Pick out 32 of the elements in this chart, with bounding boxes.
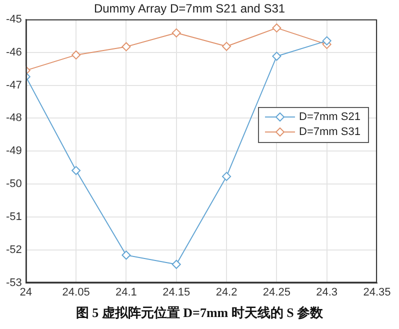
point bbox=[122, 42, 131, 52]
point bbox=[122, 250, 131, 260]
chart-title: Dummy Array D=7mm S21 and S31 bbox=[94, 2, 286, 16]
point bbox=[272, 52, 282, 61]
y-tick-label: -47 bbox=[6, 79, 22, 92]
x-tick-label: 24.25 bbox=[262, 286, 290, 298]
x-tick-label: 24 bbox=[20, 286, 32, 298]
y-tick-label: -48 bbox=[6, 112, 22, 124]
point bbox=[72, 166, 81, 176]
y-tick-label: -52 bbox=[6, 244, 22, 256]
y-tick-label: -53 bbox=[6, 276, 22, 289]
x-tick-label: 24.15 bbox=[162, 286, 190, 298]
point bbox=[222, 42, 232, 51]
point bbox=[72, 50, 81, 60]
caption: 图 5 虚拟阵元位置 D=7mm 时天线的 S 参数 bbox=[74, 304, 324, 322]
point bbox=[272, 23, 282, 32]
y-tick-label: -46 bbox=[6, 46, 22, 58]
x-tick-label: 24.2 bbox=[216, 286, 238, 298]
x-tick-label: 24.3 bbox=[316, 286, 338, 298]
point bbox=[322, 36, 332, 46]
y-tick-label: -51 bbox=[6, 210, 22, 223]
point bbox=[222, 172, 232, 181]
legend-label: D=7mm S31 bbox=[299, 124, 360, 140]
x-tick-label: 24.05 bbox=[62, 286, 90, 298]
y-tick-label: -45 bbox=[6, 13, 22, 26]
y-tick-label: -50 bbox=[6, 178, 22, 190]
x-tick-label: 24.35 bbox=[363, 286, 391, 298]
x-tick-label: 24.1 bbox=[116, 286, 137, 298]
y-tick-label: -49 bbox=[6, 145, 22, 158]
point bbox=[172, 260, 181, 269]
point bbox=[172, 28, 181, 38]
legend-label: D=7mm S21 bbox=[299, 110, 360, 125]
